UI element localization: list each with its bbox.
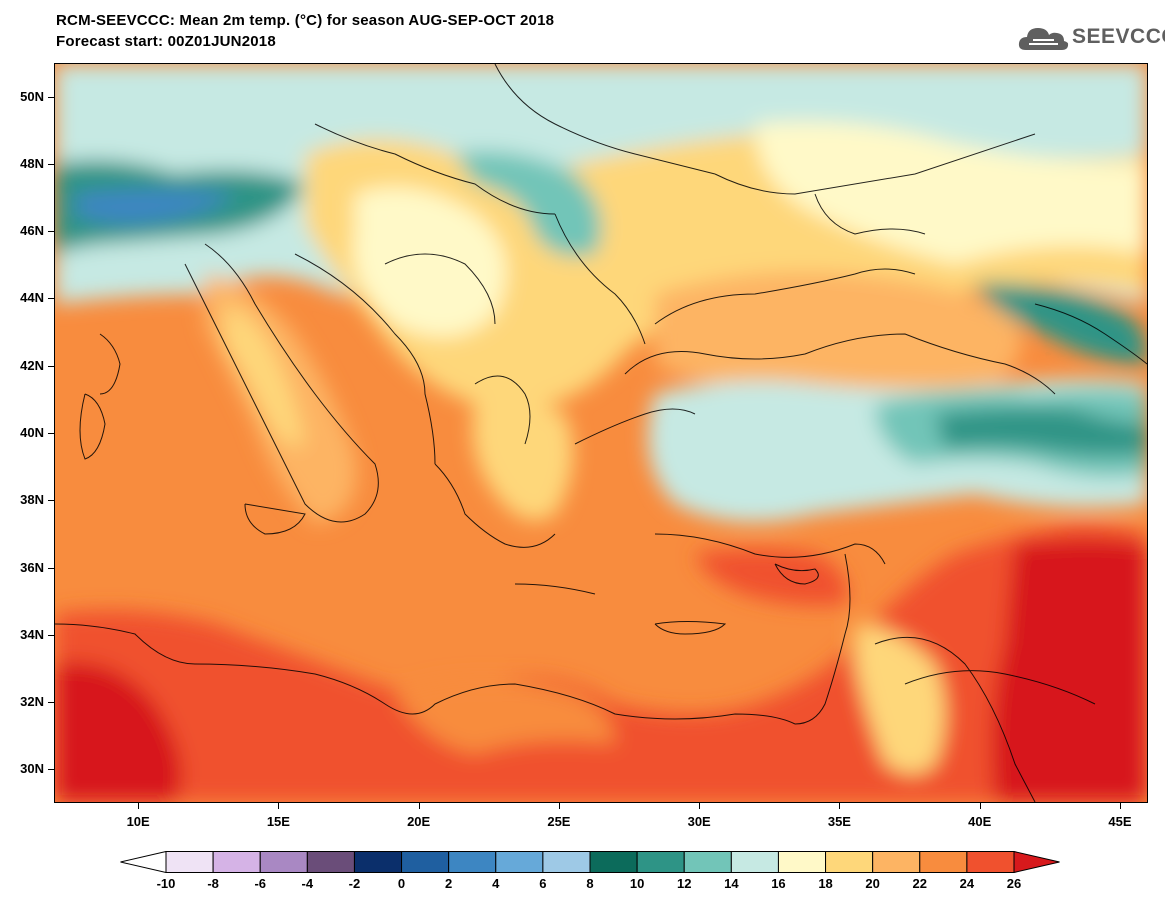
lat-tick-label: 30N [20, 761, 44, 777]
cloud-logo-icon [1018, 28, 1069, 50]
logo-text: SEEVCCC [1072, 25, 1165, 48]
colorbar-swatch [777, 851, 827, 873]
lon-tick-mark [418, 803, 420, 809]
colorbar-label: -4 [301, 876, 314, 891]
lat-tick-label: 44N [20, 290, 44, 306]
lon-tick-label: 25E [547, 814, 571, 829]
temperature-field [55, 64, 1147, 802]
lat-tick-label: 34N [20, 626, 44, 642]
lat-tick-mark [48, 163, 54, 165]
colorbar-swatch [401, 851, 450, 873]
lon-tick-label: 20E [407, 814, 431, 829]
lat-tick-mark [48, 298, 54, 300]
lat-tick-label: 36N [20, 559, 44, 575]
colorbar-swatch [259, 851, 308, 873]
lat-tick-label: 48N [20, 155, 44, 171]
colorbar-label: 16 [771, 876, 786, 891]
colorbar-swatch [730, 851, 779, 873]
colorbar-swatch [919, 851, 968, 873]
colorbar-label: 20 [865, 876, 880, 891]
lat-tick-label: 50N [20, 88, 44, 104]
colorbar-swatch [495, 851, 544, 873]
colorbar-label: -6 [254, 876, 266, 891]
lat-tick-label: 42N [20, 357, 44, 373]
lon-tick-mark [839, 803, 841, 809]
lat-tick-mark [48, 634, 54, 636]
colorbar-label: -2 [348, 876, 361, 891]
colorbar-swatch [589, 851, 638, 873]
colorbar-swatch [542, 851, 591, 873]
lat-tick-label: 46N [20, 223, 44, 239]
temperature-map[interactable] [54, 63, 1148, 803]
colorbar-label: 12 [676, 876, 692, 891]
lon-tick-label: 10E [126, 814, 150, 829]
lon-tick-label: 40E [968, 814, 992, 829]
colorbar-label: 10 [629, 876, 645, 891]
lat-tick-mark [48, 96, 54, 98]
map-canvas [55, 64, 1147, 802]
lat-tick-mark [48, 365, 54, 367]
lat-tick-mark [48, 769, 54, 771]
colorbar-swatch [966, 851, 1015, 873]
lon-tick-mark [558, 803, 560, 809]
colorbar-swatch [825, 851, 874, 873]
title-line-2: Forecast start: 00Z01JUN2018 [56, 33, 276, 50]
colorbar-label: 6 [539, 876, 547, 891]
colorbar-swatch [353, 851, 403, 873]
colorbar-label: 26 [1006, 876, 1022, 891]
lon-tick-mark [138, 803, 140, 809]
colorbar-swatch [683, 851, 732, 873]
colorbar-label: -8 [207, 876, 219, 891]
colorbar-label: 22 [912, 876, 927, 891]
lat-tick-mark [48, 567, 54, 569]
colorbar-label: 24 [959, 876, 975, 891]
seevccc-logo: SEEVCCC [1016, 22, 1165, 56]
lon-tick-mark [979, 803, 981, 809]
colorbar-swatch [165, 851, 214, 873]
colorbar-swatch [872, 851, 921, 873]
colorbar-label: 18 [818, 876, 833, 891]
colorbar-label: 0 [397, 876, 406, 891]
lat-tick-mark [48, 433, 54, 434]
colorbar-label: 4 [492, 876, 500, 891]
lat-tick-label: 40N [20, 425, 44, 440]
colorbar-label: 8 [586, 876, 594, 891]
lat-tick-mark [48, 500, 54, 502]
colorbar [120, 851, 1060, 873]
colorbar-swatch [448, 851, 497, 873]
lon-tick-label: 35E [827, 814, 851, 829]
colorbar-low-arrow [120, 851, 167, 873]
coastlines [55, 64, 1147, 802]
lon-tick-label: 45E [1108, 814, 1132, 829]
colorbar-label: 2 [445, 876, 453, 891]
title-line-1: RCM-SEEVCCC: Mean 2m temp. (°C) for seas… [56, 12, 555, 29]
lon-tick-mark [278, 803, 280, 809]
colorbar-high-arrow [1013, 851, 1060, 873]
lon-tick-label: 30E [687, 814, 711, 829]
colorbar-swatch [636, 851, 685, 873]
colorbar-swatch [212, 851, 261, 873]
colorbar-label: -10 [156, 876, 176, 891]
lon-tick-mark [1119, 803, 1121, 809]
lat-tick-mark [48, 702, 54, 704]
lon-tick-mark [699, 803, 701, 809]
lon-tick-label: 15E [266, 814, 290, 829]
lat-tick-label: 38N [20, 492, 44, 508]
colorbar-swatch [306, 851, 355, 873]
lat-tick-mark [48, 231, 54, 233]
lat-tick-label: 32N [20, 694, 44, 710]
colorbar-label: 14 [724, 876, 739, 891]
